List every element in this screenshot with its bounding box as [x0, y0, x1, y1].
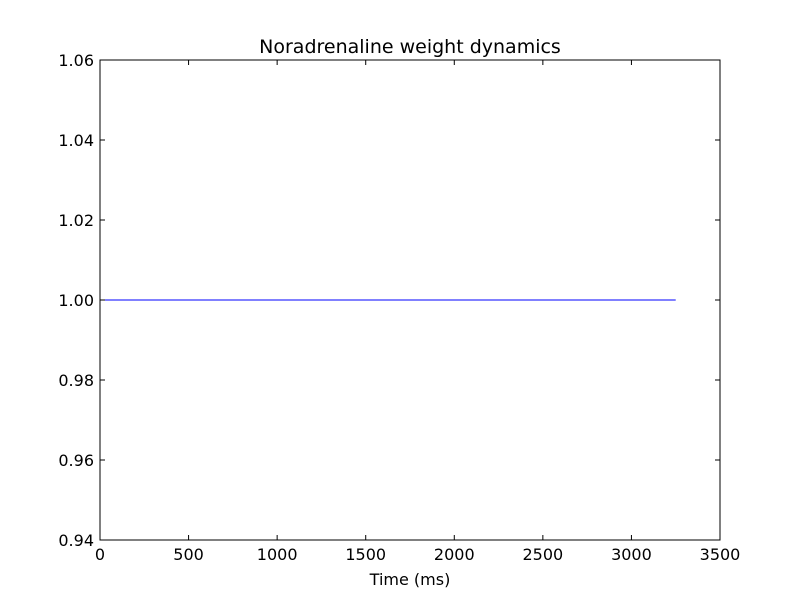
y-tick-label: 0.98 — [58, 371, 94, 390]
x-tick-label: 2500 — [522, 545, 563, 564]
chart-title: Noradrenaline weight dynamics — [259, 36, 561, 58]
y-tick-label: 1.06 — [58, 51, 94, 70]
plot-frame — [99, 59, 721, 541]
x-axis-label: Time (ms) — [369, 570, 451, 589]
y-axis: 0.94 0.96 0.98 1.00 1.02 1.04 1.06 — [58, 51, 720, 550]
y-tick-label: 1.04 — [58, 131, 94, 150]
x-tick-label: 3000 — [611, 545, 652, 564]
y-tick-label: 0.96 — [58, 451, 94, 470]
x-tick-label: 2000 — [434, 545, 475, 564]
y-tick-label: 0.94 — [58, 531, 94, 550]
x-tick-label: 1000 — [257, 545, 298, 564]
x-tick-label: 500 — [173, 545, 204, 564]
x-tick-label: 0 — [95, 545, 105, 564]
x-tick-label: 3500 — [700, 545, 741, 564]
x-tick-label: 1500 — [345, 545, 386, 564]
y-tick-label: 1.02 — [58, 211, 94, 230]
x-axis: 0 500 1000 1500 2000 2500 3000 3500 — [95, 60, 740, 564]
y-tick-label: 1.00 — [58, 291, 94, 310]
